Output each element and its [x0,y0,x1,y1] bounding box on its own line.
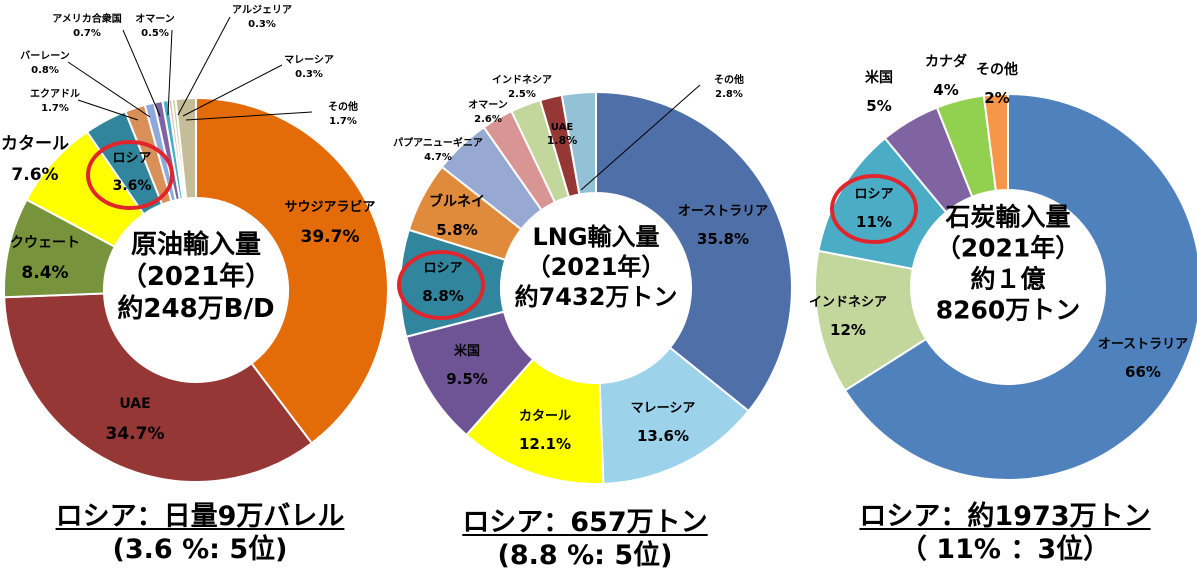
slice-label: オマーン [468,99,508,111]
leader-line [122,29,161,117]
slice-value-label: 11% [856,213,892,231]
center-title-line: （2021年） [527,253,666,281]
leader-line [177,16,231,116]
slice-value-label: 0.8% [31,65,59,76]
slice-label: ロシア [423,261,462,276]
crude-oil-caption: ロシア：日量9万バレル (3.6 %: 5位) [20,500,380,566]
highlight-circle [397,250,485,320]
slice-value-label: 39.7% [301,227,360,247]
slice-value-label: 13.6% [637,427,689,445]
leader-line [185,111,313,121]
slice-label: ロシア [854,187,893,202]
slice-value-label: 5% [866,97,891,115]
center-title-line: 原油輸入量 [131,229,261,260]
slice-value-label: 3.6% [113,178,152,194]
donut-hole [911,190,1105,384]
crude-oil-donut: 原油輸入量（2021年）約248万B/D サウジアラビア 39.7% UAE 34.7%… [1,4,389,483]
slice-label: パプアニューギニア [393,136,483,149]
center-title-line: （2021年） [936,234,1081,263]
center-title-line: 約7432万トン [515,283,678,311]
slice-value-label: 5.8% [436,221,478,239]
leader-line [77,99,139,121]
slice-label: アルジェリア [232,4,292,16]
slice-value-label: 8.4% [21,263,68,283]
slice-value-label: 12.1% [519,435,571,453]
slice-value-label: 9.5% [446,370,488,388]
coal-caption-line2: （ 11% ：3位） [899,534,1111,565]
center-title-line: 8260万トン [936,296,1081,325]
crude-oil-caption-line1: ロシア：日量9万バレル [55,501,345,532]
coal-caption: ロシア：約1973万トン （ 11% ：3位） [830,500,1180,566]
lng-caption-line2: (8.8 %: 5位) [497,540,673,571]
slice-label: ロシア [112,151,151,166]
slice-label: バーレーン [20,50,70,62]
slice-value-label: 2.8% [715,89,743,100]
slice-label: マレーシア [284,54,334,66]
slice-label: UAE [119,396,150,412]
coal-caption-line1: ロシア：約1973万トン [859,501,1151,532]
slice-label: オーストラリア [1098,337,1188,352]
slice-label: 米国 [865,69,893,86]
lng-donut: LNG輸入量（2021年）約7432万トン オーストラリア 35.8% マレーシア 13… [393,73,793,485]
slice-value-label: 1.7% [41,103,69,114]
slice-value-label: 34.7% [106,424,165,444]
slice-label: その他 [714,73,744,86]
slice-value-label: 12% [830,321,866,339]
slice-label: カタール [519,409,571,424]
leader-line [182,64,283,117]
slice-value-label: 35.8% [697,230,749,248]
slice-value-label: 0.3% [248,19,276,30]
slice-value-label: 1.7% [329,116,357,127]
lng-caption: ロシア：657万トン (8.8 %: 5位) [410,506,760,572]
slice-value-label: 2.5% [508,89,536,100]
slice-label: オマーン [135,13,175,25]
highlight-circle [830,174,918,244]
slice-label: サウジアラビア [284,199,375,215]
slice-value-label: 2% [984,89,1009,107]
slice-label: クウェート [10,235,80,251]
slice-label: オーストラリア [678,204,768,219]
slice-value-label: 66% [1125,363,1161,381]
slice-value-label: 8.8% [422,287,464,305]
leader-line [580,84,701,191]
slice-label: エクアドル [30,88,80,100]
slice-value-label: 4.7% [424,152,452,163]
lng-caption-line1: ロシア：657万トン [462,507,708,538]
slice-label: 米国 [454,343,480,359]
slice-label: その他 [976,61,1018,78]
slice-label: その他 [328,100,358,113]
slice-value-label: 1.8% [547,134,578,147]
slice-value-label: 2.6% [474,114,502,125]
slice-label: UAE [551,122,574,133]
leader-line [67,61,151,118]
center-title-line: 約248万B/D [117,293,274,324]
slice-value-label: 0.7% [73,28,101,39]
center-title-line: 約１億 [970,265,1045,294]
leader-line [167,29,173,116]
slice-label: マレーシア [631,401,696,416]
highlight-circle [86,140,174,210]
slice-label: カタール [1,134,69,154]
slice-label: アメリカ合衆国 [52,12,122,25]
slice-label: ブルネイ [429,193,485,210]
slice-value-label: 0.3% [295,69,323,80]
slice-value-label: 4% [933,81,958,99]
slice-value-label: 7.6% [11,165,58,185]
donut-hole [501,193,691,383]
center-title-line: LNG輸入量 [532,223,659,251]
center-title-line: 石炭輸入量 [944,203,1070,232]
donut-hole [104,198,288,382]
crude-oil-caption-line2: (3.6 %: 5位) [112,534,288,565]
slice-label: インドネシア [492,74,552,86]
center-title-line: （2021年） [121,261,271,292]
slice-label: カナダ [925,53,967,70]
slice-label: インドネシア [809,295,887,310]
slice-value-label: 0.5% [141,28,169,39]
